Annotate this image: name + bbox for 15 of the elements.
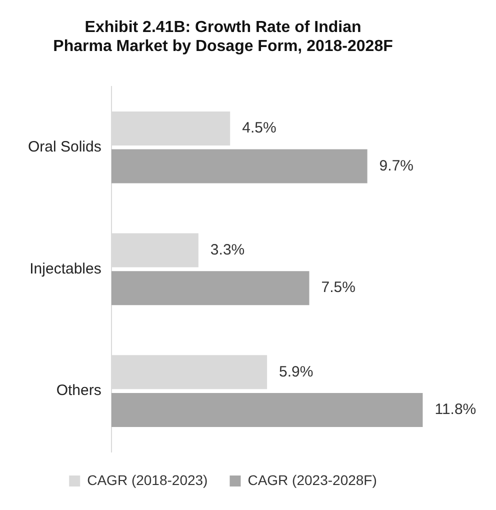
y-tick-label: Oral Solids	[28, 138, 102, 156]
data-label: 9.7%	[379, 157, 414, 174]
bar	[111, 271, 310, 306]
legend-label: CAGR (2018-2023)	[87, 472, 208, 488]
data-label: 4.5%	[242, 120, 276, 137]
legend-label: CAGR (2023-2028F)	[248, 472, 377, 488]
y-tick-label: Others	[56, 382, 102, 400]
y-tick-label: Injectables	[30, 260, 102, 278]
bar	[111, 392, 423, 427]
chart-title: Exhibit 2.41B: Growth Rate of Indian Pharma Market by Dosage Form, 2018-2028F	[53, 19, 394, 56]
bar	[111, 149, 368, 184]
data-label: 3.3%	[210, 241, 245, 258]
data-label: 5.9%	[279, 363, 314, 380]
data-label: 7.5%	[321, 279, 356, 296]
data-label: 11.8%	[434, 401, 476, 418]
